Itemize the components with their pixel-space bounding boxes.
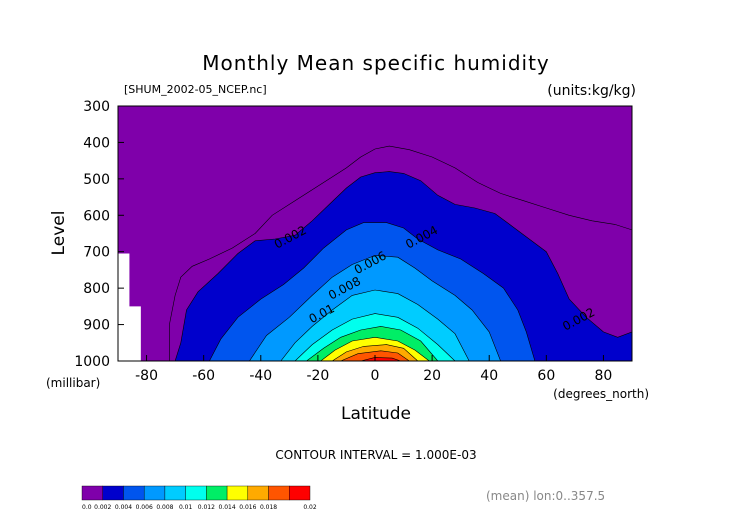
colorbar-swatch [81, 485, 103, 501]
y-tick-label: 800 [83, 281, 110, 297]
units-label: (units:kg/kg) [547, 83, 636, 99]
colorbar-swatch [206, 485, 228, 501]
contour-line-0.004 [209, 222, 536, 361]
contour-line-0.02 [360, 357, 401, 361]
y-axis-label: Level [49, 211, 69, 256]
x-tick-label: -80 [135, 368, 158, 384]
y-tick-label: 700 [83, 245, 110, 261]
colorbar-label: 0.012 [198, 504, 215, 511]
footer-note: (mean) lon:0..357.5 [486, 489, 605, 503]
chart-title: Monthly Mean specific humidity [202, 51, 550, 75]
colorbar-label: 0.004 [115, 504, 132, 511]
y-tick-label: 500 [83, 172, 110, 188]
contour-line-0.001 [169, 145, 632, 361]
colorbar-label: 0.006 [136, 504, 153, 511]
contour-line-0.006 [249, 255, 501, 361]
colorbar-swatch [268, 485, 290, 501]
colorbar-swatch [185, 485, 207, 501]
colorbar-label: 0.018 [260, 504, 277, 511]
x-tick-label: -40 [249, 368, 272, 384]
y-tick-label: 300 [83, 99, 110, 115]
colorbar-swatch [143, 485, 166, 501]
x-tick-label: 60 [537, 368, 555, 384]
colorbar-swatch [123, 485, 145, 501]
y-tick-label: 400 [83, 135, 110, 151]
colorbar: 0.0 0.002 0.004 0.006 0.008 0.01 0.012 0.014 0.0… [81, 485, 317, 511]
plot-area [118, 106, 632, 361]
colorbar-swatch [247, 485, 269, 501]
colorbar-label: 0.008 [156, 504, 173, 511]
x-tick-label: 0 [371, 368, 380, 384]
x-axis-label: Latitude [341, 404, 411, 424]
contour-line-0.012 [306, 326, 439, 361]
contour-line-0.002 [174, 171, 632, 361]
colorbar-label: 0.02 [303, 504, 317, 511]
colorbar-swatch [102, 485, 124, 501]
colorbar-swatch [226, 485, 249, 501]
x-tick-label: 40 [480, 368, 498, 384]
colorbar-label: 0.016 [239, 504, 256, 511]
x-tick-label: -60 [192, 368, 215, 384]
contour-lines [169, 145, 632, 361]
x-tick-label: 80 [595, 368, 613, 384]
y-tick-label: 600 [83, 208, 110, 224]
y-axis-ticks: 300 400 500 600 700 800 900 1000 [74, 99, 124, 370]
contour-line-0.014 [320, 336, 430, 361]
y-tick-label: 1000 [74, 354, 110, 370]
colorbar-swatch [164, 485, 186, 501]
colorbar-label: 0.01 [179, 504, 193, 511]
contour-line-0.008 [280, 289, 470, 361]
contour-line-0.016 [332, 344, 418, 361]
y-axis-units: (millibar) [46, 376, 100, 390]
contour-line-0.018 [340, 350, 410, 361]
x-axis-ticks: -80 -60 -40 -20 0 20 40 60 80 [135, 355, 612, 384]
x-axis-units: (degrees_north) [553, 387, 649, 401]
contour-interval-text: CONTOUR INTERVAL = 1.000E-03 [275, 448, 476, 462]
x-tick-label: 20 [423, 368, 441, 384]
colorbar-label: 0.0 [82, 504, 92, 511]
source-file-label: [SHUM_2002-05_NCEP.nc] [124, 83, 267, 96]
colorbar-label: 0.002 [94, 504, 111, 511]
x-tick-label: -20 [306, 368, 329, 384]
y-tick-label: 900 [83, 318, 110, 334]
colorbar-swatch [289, 485, 311, 501]
colorbar-label: 0.014 [218, 504, 235, 511]
contour-line-0.01 [294, 313, 456, 361]
missing-data-patch [118, 253, 141, 361]
missing-data-region [118, 253, 141, 361]
